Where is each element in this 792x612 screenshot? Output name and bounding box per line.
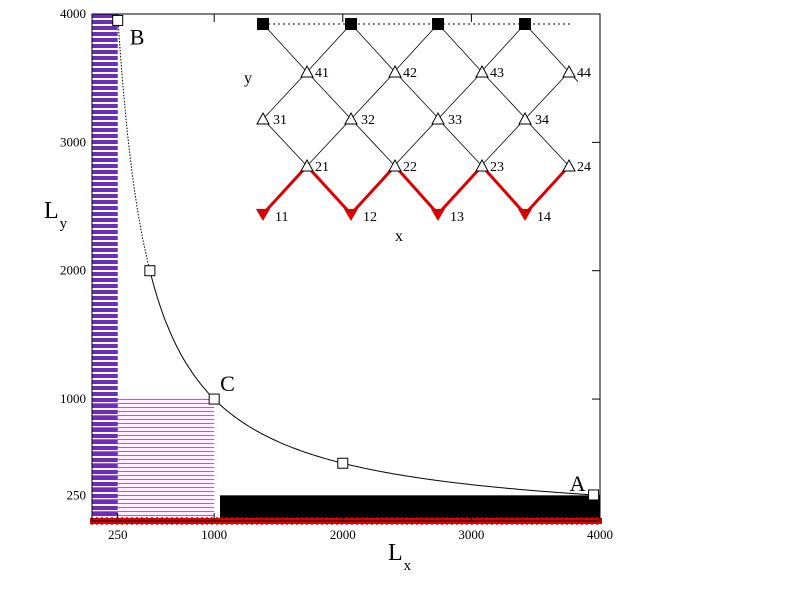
- lattice-bond: [524, 71, 570, 120]
- lattice-bond: [350, 118, 396, 167]
- lattice-bond: [262, 23, 308, 73]
- lattice-bond: [306, 71, 352, 120]
- inset-lattice-diagram: 41 31 21 11 42 32 22 12 43 33 23 13 44 34 24 14 y x: [244, 18, 591, 245]
- lattice-bond: [258, 118, 264, 125]
- inset-node-label: 41: [315, 66, 329, 81]
- inset-bonds: [258, 23, 578, 167]
- inset-node-row1: [344, 209, 358, 221]
- inset-top-square: [257, 18, 269, 30]
- inset-node-label: 14: [537, 210, 551, 225]
- inset-y-label: y: [244, 70, 252, 87]
- inset-red-zigzag: [261, 163, 571, 217]
- inset-node-label: 11: [275, 210, 288, 225]
- lattice-bond: [524, 23, 570, 73]
- inset-node-row4: [388, 64, 402, 78]
- inset-node-row2: [388, 158, 402, 172]
- inset-node-row3: [431, 111, 445, 125]
- x-tick-label: 4000: [587, 527, 613, 542]
- inset-node-label: 44: [577, 66, 591, 81]
- lattice-bond: [480, 23, 526, 73]
- square-marker: [337, 457, 349, 469]
- lattice-bond: [437, 23, 483, 73]
- inset-node-label: 34: [535, 113, 549, 128]
- square-marker: [208, 393, 220, 405]
- lattice-bond: [437, 118, 483, 167]
- x-tick-label: 3000: [458, 527, 484, 542]
- inset-node-label: 43: [490, 66, 504, 81]
- purple-hatched-strip: [92, 14, 118, 522]
- curve-segment-solid: [148, 267, 600, 496]
- inset-node-row2: [562, 158, 576, 172]
- x-axis-title: Lx: [388, 540, 412, 574]
- zigzag-path: [261, 163, 571, 217]
- x-tick-label: 250: [108, 527, 128, 542]
- black-filled-strip: [220, 495, 600, 521]
- y-axis-title: Ly: [44, 198, 68, 232]
- inset-top-square: [432, 18, 444, 30]
- inset-top-square: [345, 18, 357, 30]
- inset-node-row2: [475, 158, 489, 172]
- lattice-bond: [393, 118, 439, 167]
- lattice-bond: [258, 23, 264, 31]
- square-marker: [144, 265, 156, 277]
- lattice-bond: [306, 118, 352, 167]
- lattice-bond: [262, 71, 308, 120]
- y-tick-label: 3000: [60, 134, 86, 149]
- axes: 250 1000 2000 3000 4000 250 1000 2000 3000 4000 Lx…: [44, 6, 613, 574]
- inset-node-label: 31: [273, 113, 287, 128]
- point-label-b: B: [130, 24, 145, 49]
- inset-node-label: 32: [361, 113, 375, 128]
- inset-node-label: 12: [363, 210, 377, 225]
- hyperbola-curve: [117, 13, 600, 496]
- inset-node-row1: [518, 209, 532, 221]
- inset-node-label: 13: [450, 210, 464, 225]
- lattice-bond: [306, 23, 352, 73]
- x-tick-label: 2000: [330, 527, 356, 542]
- x-tick-label: 1000: [201, 527, 227, 542]
- inset-node-row2: [300, 158, 314, 172]
- y-tick-label: 4000: [60, 6, 86, 21]
- inset-node-label: 42: [403, 66, 417, 81]
- square-marker: [112, 14, 124, 26]
- inset-node-row1: [431, 209, 445, 221]
- lattice-bond: [481, 71, 527, 120]
- inset-node-row3: [344, 111, 358, 125]
- inset-node-label: 24: [577, 160, 591, 175]
- plot-frame: [91, 13, 601, 522]
- marker-layer: B C A: [112, 14, 600, 501]
- inset-node-label: 33: [448, 113, 462, 128]
- inset-node-row3: [518, 111, 532, 125]
- shaded-regions: [90, 14, 602, 525]
- inset-x-label: x: [395, 228, 403, 245]
- lattice-bond: [350, 23, 396, 73]
- lattice-bond: [350, 71, 396, 120]
- inset-top-square: [519, 18, 531, 30]
- inset-node-row4: [475, 64, 489, 78]
- point-label-c: C: [220, 371, 235, 396]
- curve-segment-dotted: [117, 13, 150, 268]
- inset-node-row1: [256, 209, 270, 221]
- lattice-bond: [480, 118, 526, 167]
- lattice-bond: [262, 118, 308, 167]
- y-tick-label: 1000: [60, 391, 86, 406]
- inset-node-label: 21: [315, 160, 329, 175]
- inset-node-row3: [256, 111, 270, 125]
- lattice-bond: [568, 71, 578, 83]
- inset-node-row4: [562, 64, 576, 78]
- lattice-bond: [524, 118, 570, 167]
- y-tick-label: 250: [67, 487, 87, 502]
- lattice-bond: [437, 71, 483, 120]
- square-marker: [588, 489, 600, 501]
- lattice-bond: [393, 23, 439, 73]
- inset-node-label: 22: [403, 160, 417, 175]
- lattice-bond: [394, 71, 440, 120]
- inset-node-label: 23: [490, 160, 504, 175]
- y-tick-label: 2000: [60, 263, 86, 278]
- point-label-a: A: [570, 471, 586, 496]
- inset-node-row4: [300, 64, 314, 78]
